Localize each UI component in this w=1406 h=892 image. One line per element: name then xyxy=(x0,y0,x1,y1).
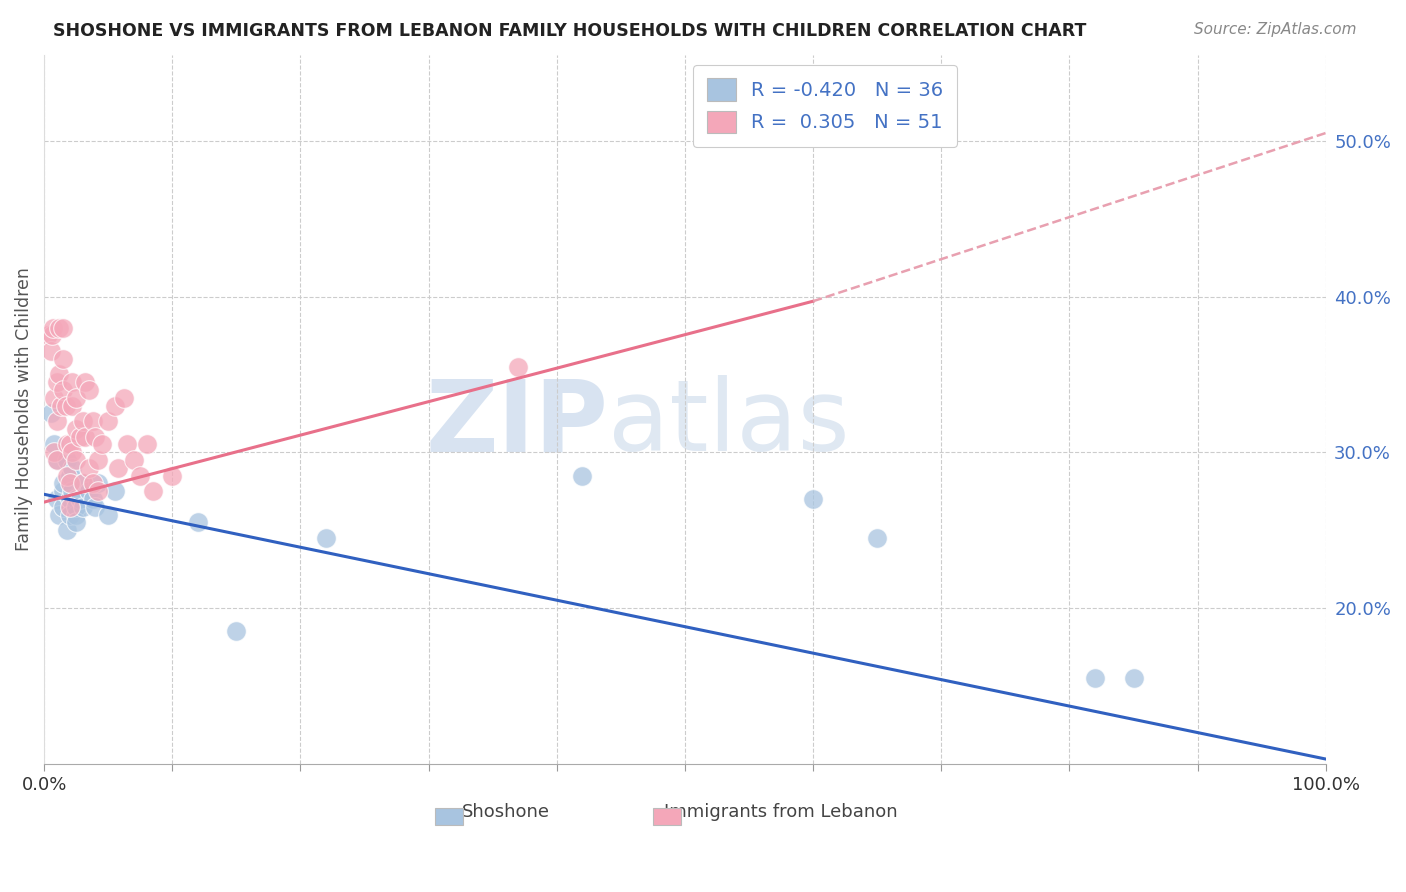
Point xyxy=(75,430,97,444)
Point xyxy=(112,391,135,405)
Point xyxy=(60,484,83,499)
Point xyxy=(77,484,100,499)
Point xyxy=(72,476,94,491)
Point xyxy=(122,453,145,467)
Point xyxy=(56,437,79,451)
Point xyxy=(59,476,82,491)
Point xyxy=(801,491,824,506)
Legend: R = -0.420   N = 36, R =  0.305   N = 51: R = -0.420 N = 36, R = 0.305 N = 51 xyxy=(693,65,957,146)
Point xyxy=(97,414,120,428)
Point xyxy=(162,468,184,483)
Text: Immigrants from Lebanon: Immigrants from Lebanon xyxy=(664,803,898,821)
Point xyxy=(48,368,70,382)
Point xyxy=(97,508,120,522)
Point xyxy=(52,484,75,499)
Point xyxy=(225,624,247,639)
Point xyxy=(87,484,110,499)
Text: ZIP: ZIP xyxy=(425,376,607,472)
Point xyxy=(65,391,87,405)
Point xyxy=(60,399,83,413)
Point xyxy=(42,320,65,334)
Point xyxy=(315,531,337,545)
Point xyxy=(90,437,112,451)
Point xyxy=(56,523,79,537)
Point xyxy=(52,383,75,397)
Point xyxy=(65,422,87,436)
Point xyxy=(117,437,139,451)
Point xyxy=(866,531,889,545)
Point xyxy=(52,476,75,491)
FancyBboxPatch shape xyxy=(652,807,681,825)
Point xyxy=(52,320,75,334)
Text: SHOSHONE VS IMMIGRANTS FROM LEBANON FAMILY HOUSEHOLDS WITH CHILDREN CORRELATION : SHOSHONE VS IMMIGRANTS FROM LEBANON FAMI… xyxy=(53,22,1087,40)
Point xyxy=(37,328,59,343)
Text: atlas: atlas xyxy=(607,376,849,472)
Point xyxy=(52,351,75,366)
Point xyxy=(142,484,165,499)
FancyBboxPatch shape xyxy=(434,807,463,825)
Point xyxy=(82,476,104,491)
Point xyxy=(1084,671,1107,685)
Point xyxy=(187,516,209,530)
Point xyxy=(44,437,66,451)
Point xyxy=(135,437,157,451)
Point xyxy=(39,406,62,420)
Point xyxy=(45,375,67,389)
Point xyxy=(87,476,110,491)
Point xyxy=(72,500,94,514)
Text: Shoshone: Shoshone xyxy=(461,803,550,821)
Point xyxy=(60,375,83,389)
Point xyxy=(104,399,127,413)
Point xyxy=(41,328,63,343)
Point xyxy=(65,491,87,506)
Y-axis label: Family Households with Children: Family Households with Children xyxy=(15,268,32,551)
Point xyxy=(44,391,66,405)
Point xyxy=(59,437,82,451)
Point xyxy=(48,320,70,334)
Point xyxy=(60,445,83,459)
Point xyxy=(75,375,97,389)
Point xyxy=(60,460,83,475)
Point xyxy=(65,453,87,467)
Point xyxy=(107,460,129,475)
Point xyxy=(65,500,87,514)
Point xyxy=(82,491,104,506)
Point xyxy=(45,453,67,467)
Point xyxy=(69,430,91,444)
Point xyxy=(72,476,94,491)
Point xyxy=(65,508,87,522)
Point xyxy=(87,453,110,467)
Point xyxy=(59,468,82,483)
Point xyxy=(1122,671,1144,685)
Point xyxy=(508,359,530,374)
Point xyxy=(571,468,593,483)
Point xyxy=(48,508,70,522)
Point xyxy=(45,491,67,506)
Point xyxy=(45,453,67,467)
Point xyxy=(55,399,77,413)
Point xyxy=(72,414,94,428)
Point xyxy=(44,445,66,459)
Point xyxy=(39,344,62,359)
Point xyxy=(59,491,82,506)
Point xyxy=(84,430,107,444)
Point xyxy=(84,500,107,514)
Point xyxy=(69,491,91,506)
Point xyxy=(77,383,100,397)
Point xyxy=(59,500,82,514)
Point xyxy=(77,460,100,475)
Point xyxy=(49,399,72,413)
Text: Source: ZipAtlas.com: Source: ZipAtlas.com xyxy=(1194,22,1357,37)
Point xyxy=(82,414,104,428)
Point xyxy=(104,484,127,499)
Point xyxy=(65,516,87,530)
Point xyxy=(59,508,82,522)
Point xyxy=(56,453,79,467)
Point xyxy=(52,500,75,514)
Point xyxy=(56,468,79,483)
Point xyxy=(45,414,67,428)
Point xyxy=(129,468,152,483)
